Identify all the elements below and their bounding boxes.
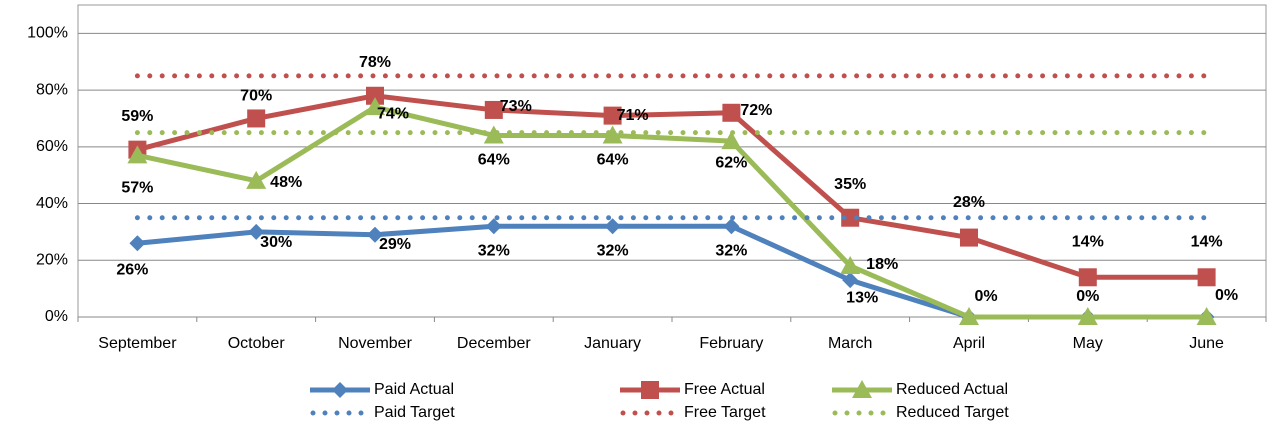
- marker: [365, 97, 385, 116]
- x-tick-label: March: [828, 335, 872, 352]
- data-label: 32%: [597, 242, 629, 259]
- data-label: 78%: [359, 54, 391, 71]
- series-line: [137, 223, 1207, 320]
- data-label: 59%: [121, 108, 153, 125]
- x-tick-label: April: [953, 335, 985, 352]
- marker: [1078, 268, 1097, 287]
- marker: [485, 218, 502, 235]
- data-label: 13%: [846, 289, 878, 306]
- data-label: 48%: [270, 174, 302, 191]
- series-line: [136, 93, 1207, 280]
- marker: [366, 86, 384, 105]
- marker: [842, 272, 859, 289]
- data-label: 35%: [834, 176, 866, 193]
- data-label: 32%: [715, 242, 747, 259]
- data-label: 57%: [121, 180, 153, 197]
- data-label: 26%: [116, 261, 148, 278]
- series-line: [136, 104, 1207, 320]
- data-label: 72%: [740, 102, 772, 119]
- marker: [483, 125, 504, 144]
- data-label: 32%: [478, 242, 510, 259]
- marker: [247, 109, 266, 128]
- marker: [1077, 307, 1098, 325]
- legend-label: Free Actual: [684, 381, 765, 398]
- marker: [723, 218, 740, 235]
- marker: [1196, 307, 1217, 325]
- y-tick-label: 40%: [36, 195, 68, 212]
- marker: [852, 380, 872, 398]
- marker: [641, 381, 659, 399]
- marker: [604, 218, 621, 235]
- legend-label: Reduced Target: [896, 404, 1009, 421]
- y-tick-label: 0%: [45, 308, 68, 325]
- marker: [602, 125, 623, 144]
- marker: [129, 235, 146, 252]
- data-label: 62%: [715, 154, 747, 171]
- data-label: 71%: [617, 107, 649, 124]
- data-label: 14%: [1191, 234, 1223, 251]
- marker: [246, 170, 267, 189]
- data-label: 0%: [974, 288, 997, 305]
- marker: [840, 255, 861, 274]
- x-tick-label: October: [228, 335, 286, 352]
- x-tick-label: February: [699, 335, 763, 352]
- y-tick-label: 20%: [36, 251, 68, 268]
- y-tick-label: 80%: [36, 81, 68, 98]
- legend-label: Paid Target: [374, 404, 455, 421]
- data-label: 14%: [1072, 234, 1104, 251]
- data-label: 64%: [597, 152, 629, 169]
- marker: [721, 131, 742, 150]
- data-label: 74%: [377, 105, 409, 122]
- x-tick-label: December: [457, 335, 531, 352]
- legend-label: Paid Actual: [374, 381, 454, 398]
- x-tick-label: May: [1073, 335, 1103, 352]
- x-tick-label: November: [338, 335, 412, 352]
- data-label: 18%: [866, 256, 898, 273]
- marker: [722, 103, 741, 122]
- marker: [841, 208, 860, 227]
- marker: [1197, 268, 1216, 287]
- marker: [603, 106, 622, 125]
- data-label: 73%: [500, 98, 532, 115]
- y-tick-label: 60%: [36, 138, 68, 155]
- marker: [484, 100, 503, 119]
- marker: [248, 223, 265, 240]
- marker: [332, 382, 348, 398]
- x-tick-label: January: [584, 335, 641, 352]
- x-tick-label: September: [98, 335, 177, 352]
- x-tick-label: June: [1189, 335, 1224, 352]
- data-label: 64%: [478, 152, 510, 169]
- legend-label: Reduced Actual: [896, 381, 1008, 398]
- marker: [367, 226, 383, 243]
- data-label: 70%: [240, 88, 272, 105]
- data-label: 28%: [953, 194, 985, 211]
- legend-label: Free Target: [684, 404, 766, 421]
- data-label: 30%: [260, 234, 292, 251]
- data-label: 0%: [1076, 288, 1099, 305]
- marker: [959, 307, 979, 325]
- marker: [127, 145, 148, 164]
- y-tick-label: 100%: [27, 25, 68, 42]
- data-label: 29%: [379, 236, 411, 253]
- data-label: 0%: [1215, 287, 1238, 304]
- marker: [960, 228, 978, 247]
